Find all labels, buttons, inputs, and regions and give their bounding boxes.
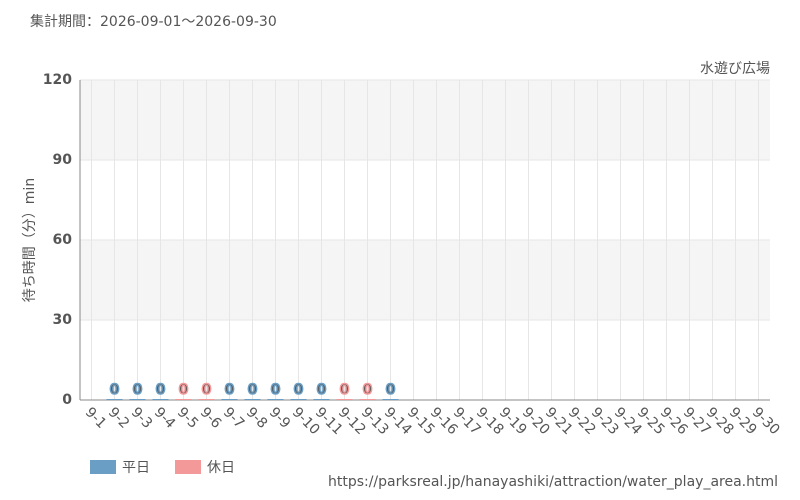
x-tick-label: 9-8 <box>243 404 270 431</box>
bar <box>152 399 169 400</box>
data-label: 0 <box>271 382 281 398</box>
legend-label: 休日 <box>207 460 235 476</box>
bar <box>244 399 261 400</box>
bar <box>129 399 146 400</box>
y-tick-label: 60 <box>53 232 73 248</box>
legend-swatch <box>90 460 116 474</box>
bar <box>290 399 307 400</box>
data-label: 0 <box>156 382 166 398</box>
bar <box>313 399 330 400</box>
bar <box>267 399 284 400</box>
bar <box>175 399 192 400</box>
data-label: 0 <box>202 382 212 398</box>
x-tick-label: 9-1 <box>82 404 109 431</box>
legend-swatch <box>175 460 201 474</box>
y-tick-label: 120 <box>43 72 72 88</box>
bar <box>382 399 399 400</box>
y-axis-label: 待ち時間（分）min <box>22 178 38 302</box>
data-label: 0 <box>110 382 120 398</box>
x-tick-label: 9-5 <box>174 404 201 431</box>
x-tick-label: 9-9 <box>266 404 293 431</box>
data-label: 0 <box>179 382 189 398</box>
legend-label: 平日 <box>122 460 150 476</box>
bar <box>221 399 238 400</box>
bar <box>359 399 376 400</box>
x-tick-label: 9-6 <box>197 404 225 432</box>
plot-band <box>80 240 770 320</box>
data-label: 0 <box>317 382 327 398</box>
x-tick-label: 9-3 <box>128 404 155 431</box>
y-tick-label: 90 <box>53 152 73 168</box>
data-label: 0 <box>386 382 396 398</box>
chart-title: 集計期間：2026-09-01～2026-09-30 <box>30 13 277 30</box>
plot-band <box>80 80 770 160</box>
data-label: 0 <box>248 382 258 398</box>
x-tick-label: 9-4 <box>151 404 179 432</box>
bar <box>106 399 123 400</box>
chart-subtitle: 水遊び広場 <box>700 61 770 77</box>
bar <box>198 399 215 400</box>
data-label: 0 <box>133 382 143 398</box>
bar <box>336 399 353 400</box>
x-tick-label: 9-7 <box>220 404 247 431</box>
y-tick-label: 0 <box>62 392 72 408</box>
data-label: 0 <box>363 382 373 398</box>
y-tick-label: 30 <box>53 312 73 328</box>
data-label: 0 <box>294 382 304 398</box>
x-tick-label: 9-2 <box>105 404 132 431</box>
source-url: https://parksreal.jp/hanayashiki/attract… <box>328 474 778 490</box>
data-label: 0 <box>340 382 350 398</box>
data-label: 0 <box>225 382 235 398</box>
